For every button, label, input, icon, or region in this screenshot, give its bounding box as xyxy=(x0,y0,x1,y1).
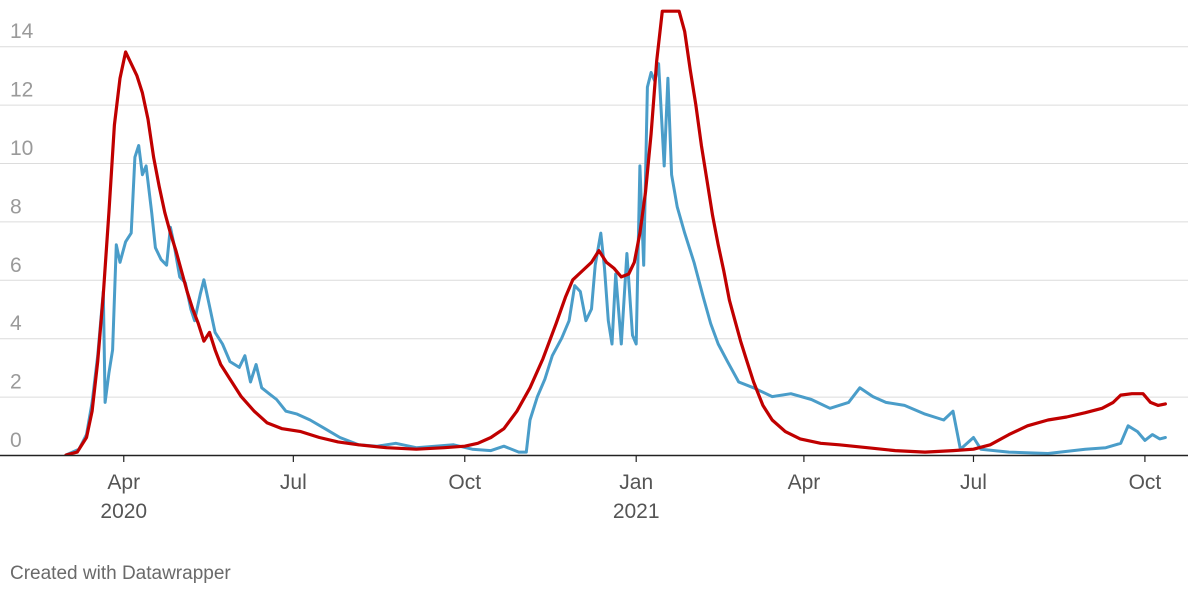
x-tick-label: Jan xyxy=(619,471,653,494)
y-tick-label: 14 xyxy=(10,20,34,43)
grid-lines xyxy=(0,46,1188,398)
series-line-red xyxy=(64,9,1167,456)
x-tick-year-label: 2020 xyxy=(100,500,147,523)
x-tick-label: Oct xyxy=(1129,471,1162,494)
x-tick-year-label: 2021 xyxy=(613,500,660,523)
y-tick-label: 2 xyxy=(10,371,22,394)
series-lines xyxy=(64,9,1167,456)
x-tick-label: Jul xyxy=(280,471,307,494)
y-tick-label: 6 xyxy=(10,254,22,277)
x-tick-label: Apr xyxy=(788,471,821,494)
series-line-blue xyxy=(64,62,1167,456)
y-tick-label: 0 xyxy=(10,429,22,452)
x-axis-ticks: Apr 2020 Jul Oct Jan 2021 Apr Jul Oct xyxy=(100,456,1161,523)
x-tick-label: Apr xyxy=(107,471,140,494)
x-tick-label: Oct xyxy=(448,471,481,494)
y-tick-label: 10 xyxy=(10,137,33,160)
y-tick-label: 8 xyxy=(10,195,22,218)
y-axis-ticks: 0 2 4 6 8 10 12 14 xyxy=(10,20,34,452)
y-tick-label: 12 xyxy=(10,79,33,102)
y-tick-label: 4 xyxy=(10,312,22,335)
credit-footer: Created with Datawrapper xyxy=(10,563,231,584)
x-tick-label: Jul xyxy=(960,471,987,494)
